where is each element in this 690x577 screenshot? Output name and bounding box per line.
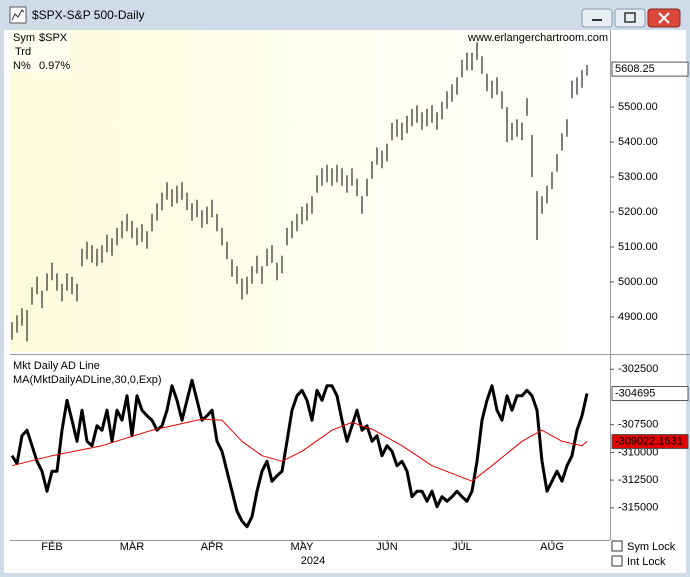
- close-icon: [658, 12, 670, 24]
- info-label: Trd: [15, 46, 31, 58]
- legend-entry: Mkt Daily AD Line: [13, 360, 100, 372]
- y-tick-label: -310000: [618, 446, 658, 458]
- info-value: $SPX: [39, 32, 68, 44]
- price-panel: [10, 30, 610, 352]
- y-tick-label: 4900.00: [618, 311, 658, 323]
- x-tick-label: AUG: [540, 541, 564, 553]
- y-tick-label: -315000: [618, 502, 658, 514]
- y-tick-label: 5200.00: [618, 206, 658, 218]
- y-tick-label: -307500: [618, 419, 658, 431]
- info-value: 0.97%: [39, 60, 70, 72]
- x-tick-label: MAR: [120, 541, 145, 553]
- app-icon-glyph: [11, 9, 25, 21]
- checkbox[interactable]: [611, 540, 623, 552]
- maximize-icon: [624, 12, 636, 23]
- ad-panel: [10, 357, 610, 540]
- x-axis-label: 2024: [301, 555, 325, 567]
- last-value-box: [611, 386, 689, 402]
- y-tick-label: 5500.00: [618, 101, 658, 113]
- y-tick-label: 5000.00: [618, 276, 658, 288]
- last-value-box: [611, 434, 689, 450]
- checkbox-label: Int Lock: [627, 556, 666, 568]
- maximize-button[interactable]: [614, 8, 646, 28]
- app-icon: [9, 6, 27, 24]
- watermark: www.erlangerchartroom.com: [467, 32, 608, 44]
- checkbox[interactable]: [611, 555, 623, 567]
- series-line: [11, 418, 588, 482]
- legend-entry: MA(MktDailyADLine,30,0,Exp): [13, 374, 162, 386]
- x-tick-label: FEB: [41, 541, 62, 553]
- window-title: $SPX-S&P 500-Daily: [32, 8, 145, 22]
- y-tick-label: 5400.00: [618, 136, 658, 148]
- info-box: [10, 31, 70, 73]
- x-tick-label: MAY: [290, 541, 314, 553]
- x-tick-label: JUL: [452, 541, 472, 553]
- series-line: [10, 378, 589, 529]
- y-tick-label: 5100.00: [618, 241, 658, 253]
- y-tick-label: 5300.00: [618, 171, 658, 183]
- last-value-label: -309022.1631: [615, 435, 683, 447]
- last-value-label: 5608.25: [615, 63, 655, 75]
- last-value-label: -304695: [615, 387, 655, 399]
- y-tick-label: -312500: [618, 474, 658, 486]
- minimize-button[interactable]: [581, 8, 613, 28]
- checkbox-label: Sym Lock: [627, 541, 676, 553]
- x-tick-label: APR: [201, 541, 224, 553]
- info-label: N%: [13, 60, 31, 72]
- info-label: Sym: [13, 32, 35, 44]
- last-value-box: [611, 61, 689, 77]
- y-tick-label: -302500: [618, 363, 658, 375]
- x-tick-label: JUN: [376, 541, 397, 553]
